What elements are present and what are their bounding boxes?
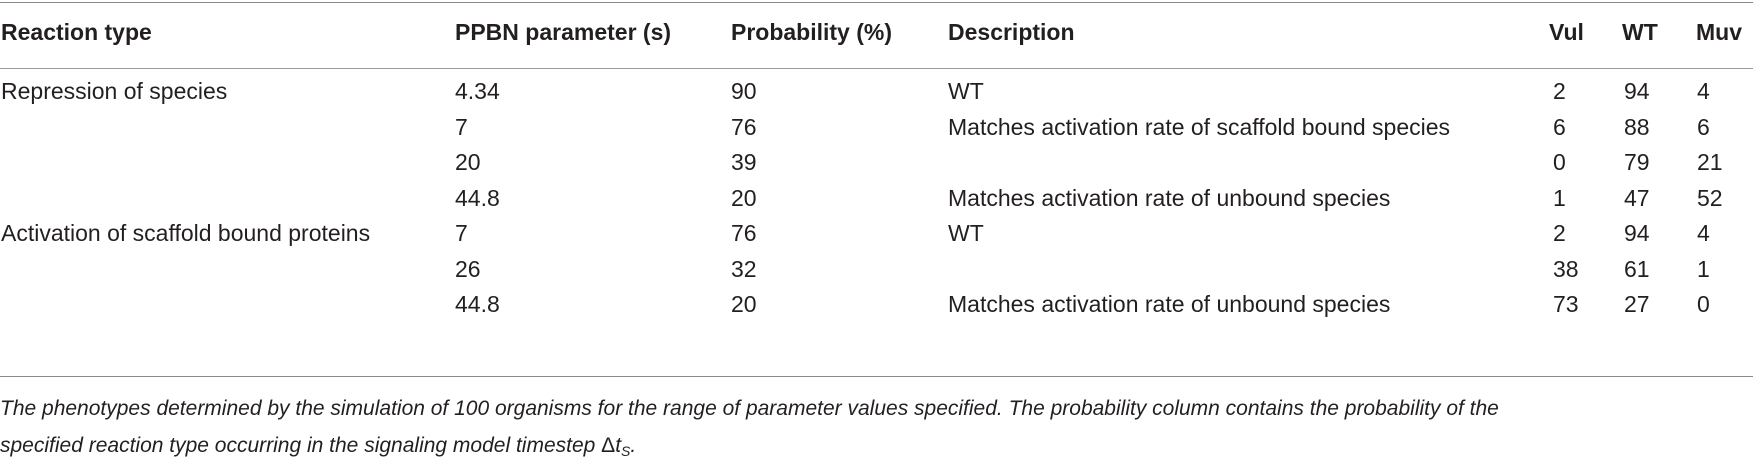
cell-vul: 6 bbox=[1553, 113, 1566, 140]
cell-vul: 2 bbox=[1553, 78, 1566, 104]
cell-muv: 4 bbox=[1697, 78, 1710, 104]
table-caption: The phenotypes determined by the simulat… bbox=[0, 390, 1753, 470]
cell-description: WT bbox=[948, 220, 984, 246]
table-top-rule bbox=[0, 2, 1753, 3]
cell-probability: 32 bbox=[731, 255, 757, 282]
cell-vul: 73 bbox=[1553, 291, 1579, 317]
cell-muv: 0 bbox=[1697, 291, 1710, 317]
cell-wt: 47 bbox=[1624, 184, 1650, 211]
cell-wt: 79 bbox=[1624, 149, 1650, 175]
cell-ppbn-parameter: 44.8 bbox=[455, 184, 500, 211]
cell-ppbn-parameter: 4.34 bbox=[455, 78, 500, 104]
caption-period: . bbox=[630, 434, 637, 457]
header-description: Description bbox=[948, 19, 1075, 45]
cell-wt: 88 bbox=[1624, 113, 1650, 140]
cell-probability: 90 bbox=[731, 78, 757, 104]
cell-description: WT bbox=[948, 78, 984, 104]
header-muv: Muv bbox=[1696, 19, 1742, 45]
cell-wt: 61 bbox=[1624, 255, 1650, 282]
cell-probability: 76 bbox=[731, 113, 757, 140]
cell-wt: 27 bbox=[1624, 291, 1650, 317]
cell-probability: 39 bbox=[731, 149, 757, 175]
header-ppbn-parameter: PPBN parameter (s) bbox=[455, 19, 672, 45]
cell-muv: 6 bbox=[1697, 113, 1710, 140]
cell-probability: 20 bbox=[731, 184, 757, 211]
cell-description: Matches activation rate of scaffold boun… bbox=[948, 113, 1451, 140]
table-bottom-rule bbox=[0, 376, 1753, 377]
cell-muv: 1 bbox=[1697, 255, 1710, 282]
cell-ppbn-parameter: 26 bbox=[455, 255, 481, 282]
cell-vul: 1 bbox=[1553, 184, 1566, 211]
caption-line-2: specified reaction type occurring in the… bbox=[0, 427, 1753, 470]
cell-reaction-type: Repression of species bbox=[1, 78, 228, 104]
cell-wt: 94 bbox=[1624, 78, 1650, 104]
delta-symbol: Δ bbox=[601, 434, 616, 457]
cell-description: Matches activation rate of unbound speci… bbox=[948, 184, 1391, 211]
header-reaction-type: Reaction type bbox=[1, 19, 152, 45]
header-wt: WT bbox=[1622, 19, 1658, 45]
caption-line-1: The phenotypes determined by the simulat… bbox=[0, 397, 1499, 420]
cell-muv: 4 bbox=[1697, 220, 1710, 246]
cell-muv: 52 bbox=[1697, 184, 1723, 211]
table-header-rule bbox=[0, 68, 1753, 69]
cell-vul: 38 bbox=[1553, 255, 1579, 282]
timestep-subscript: S bbox=[621, 443, 631, 459]
cell-reaction-type: Activation of scaffold bound proteins bbox=[1, 220, 371, 246]
cell-vul: 0 bbox=[1553, 149, 1566, 175]
cell-ppbn-parameter: 7 bbox=[455, 220, 468, 246]
cell-probability: 76 bbox=[731, 220, 757, 246]
cell-muv: 21 bbox=[1697, 149, 1723, 175]
cell-ppbn-parameter: 20 bbox=[455, 149, 481, 175]
caption-line-2-text: specified reaction type occurring in the… bbox=[0, 434, 602, 457]
cell-vul: 2 bbox=[1553, 220, 1566, 246]
cell-ppbn-parameter: 7 bbox=[455, 113, 468, 140]
cell-description: Matches activation rate of unbound speci… bbox=[948, 291, 1391, 317]
header-vul: Vul bbox=[1549, 19, 1584, 45]
cell-probability: 20 bbox=[731, 291, 757, 317]
cell-wt: 94 bbox=[1624, 220, 1650, 246]
timestep-symbol: t bbox=[615, 434, 622, 457]
cell-ppbn-parameter: 44.8 bbox=[455, 291, 500, 317]
header-probability: Probability (%) bbox=[731, 19, 893, 45]
